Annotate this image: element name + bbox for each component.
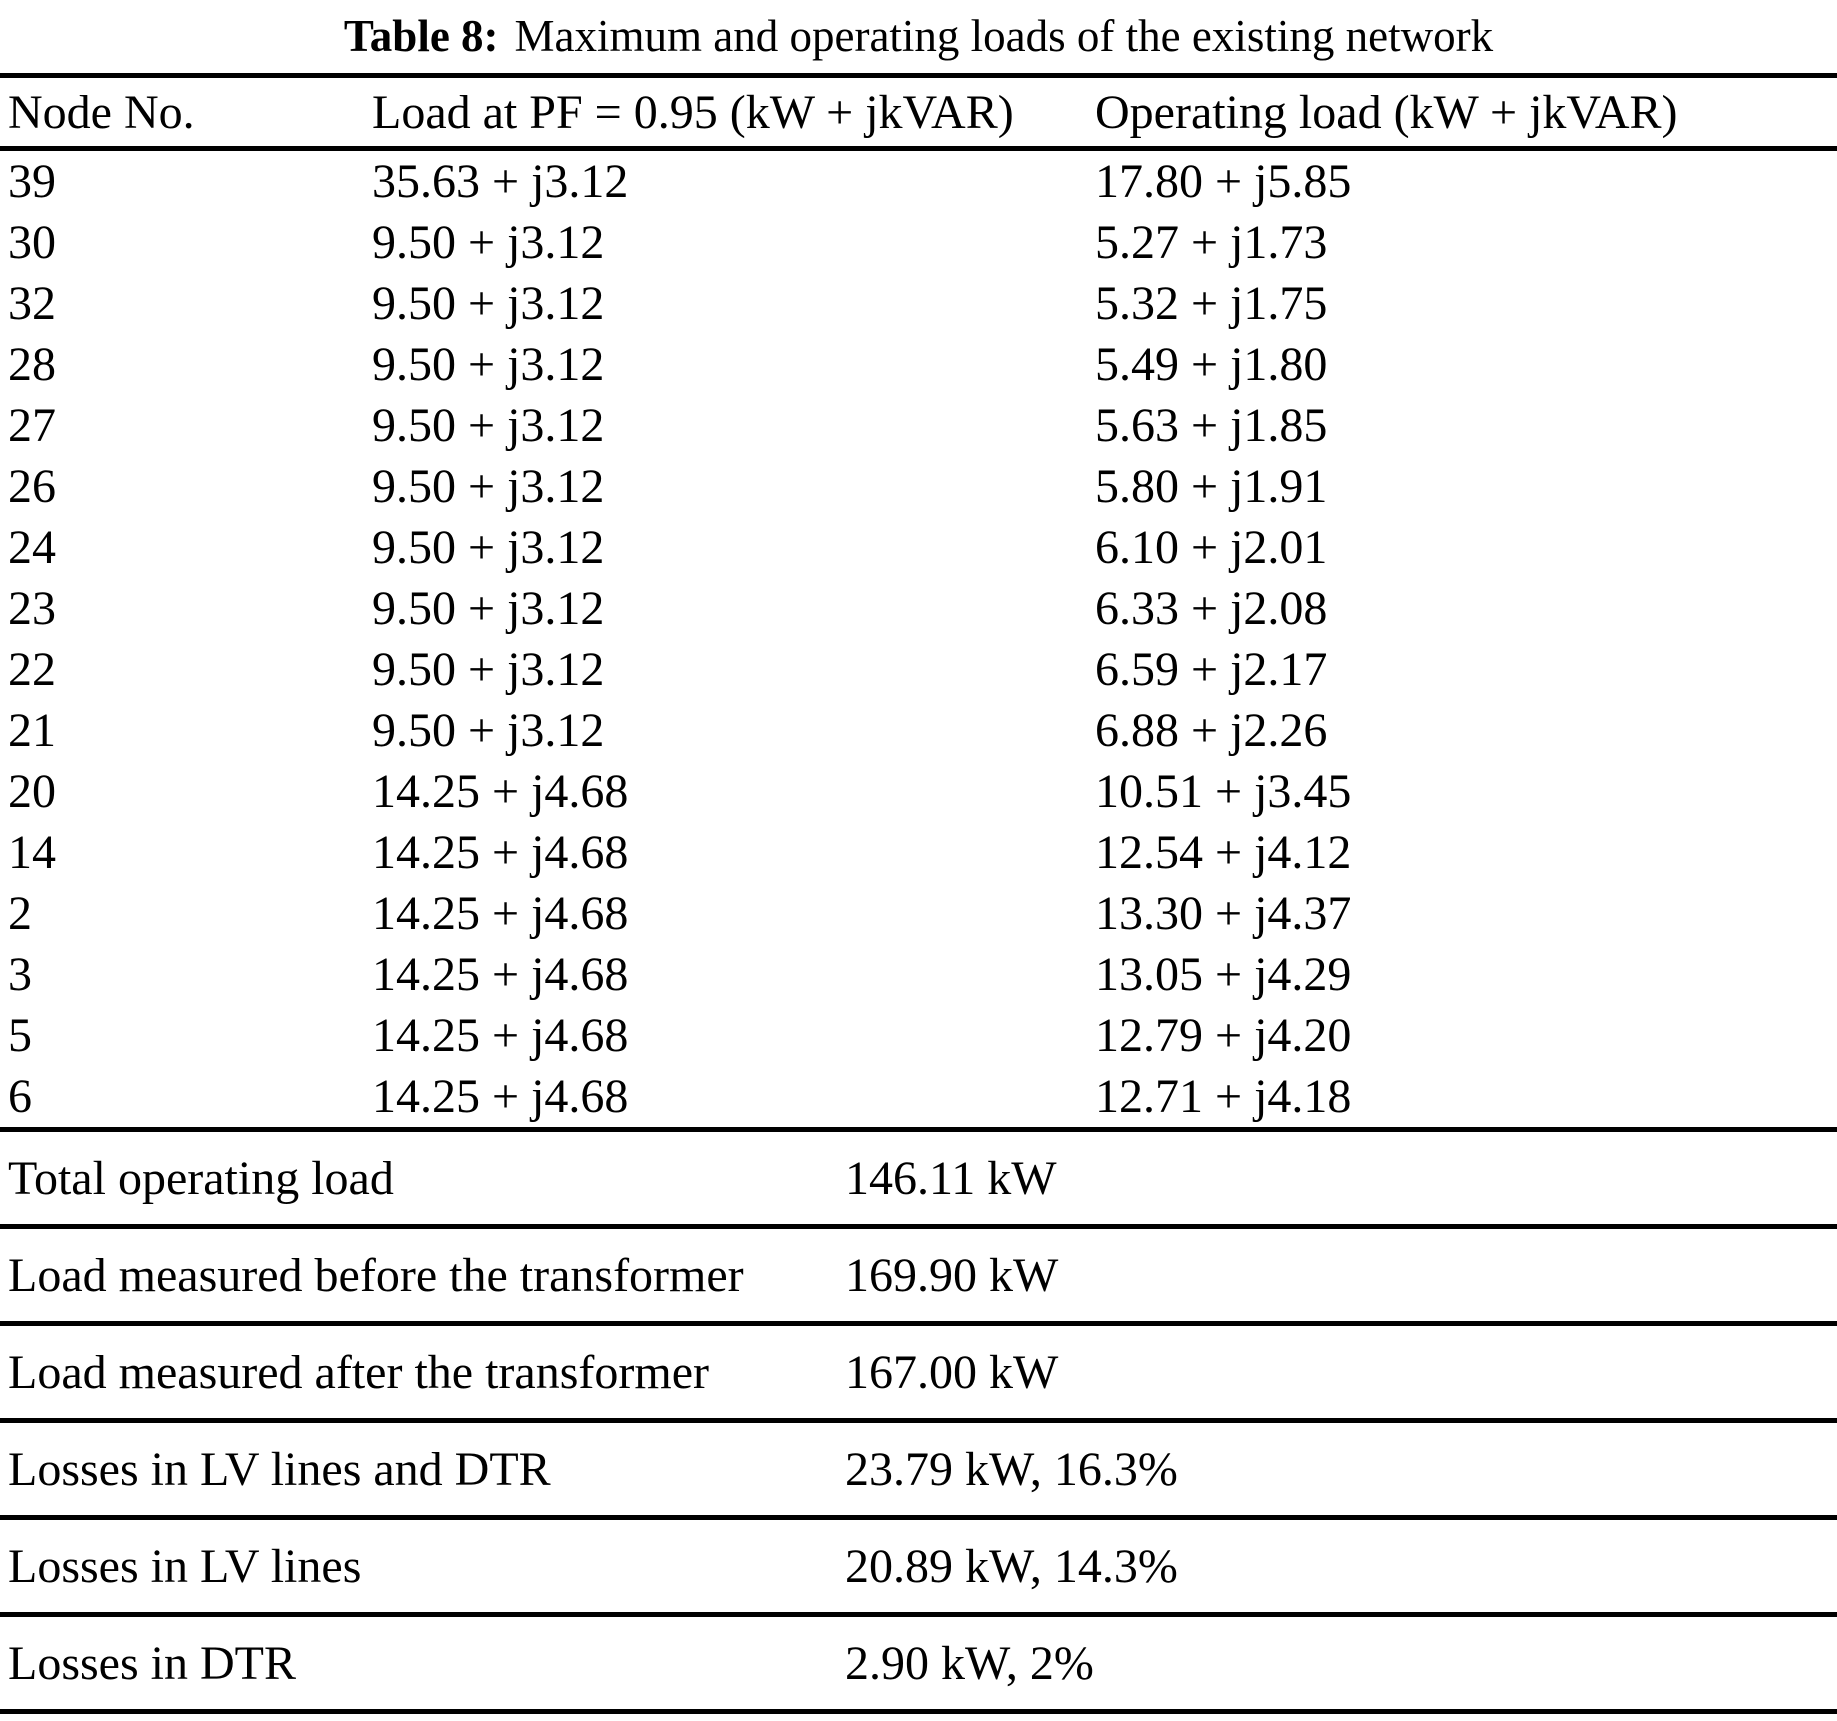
node-cell: 23 — [8, 582, 56, 635]
summary-label: Total operating load — [8, 1151, 394, 1205]
operating-load-cell: 6.33 + j2.08 — [1095, 582, 1328, 635]
table-row: 28 9.50 + j3.12 5.49 + j1.80 — [0, 334, 1837, 395]
table-row: 20 14.25 + j4.68 10.51 + j3.45 — [0, 761, 1837, 822]
node-cell: 21 — [8, 704, 56, 757]
table-row: 24 9.50 + j3.12 6.10 + j2.01 — [0, 517, 1837, 578]
operating-load-cell: 6.59 + j2.17 — [1095, 643, 1328, 696]
load-pf-cell: 14.25 + j4.68 — [372, 1070, 629, 1123]
summary-value: 167.00 kW — [845, 1345, 1059, 1399]
summary-label: Losses in DTR — [8, 1636, 296, 1690]
load-pf-cell: 14.25 + j4.68 — [372, 765, 629, 818]
table-row: 23 9.50 + j3.12 6.33 + j2.08 — [0, 578, 1837, 639]
table-caption: Table 8: Maximum and operating loads of t… — [0, 0, 1837, 73]
load-pf-cell: 14.25 + j4.68 — [372, 826, 629, 879]
node-cell: 39 — [8, 155, 56, 208]
summary-row: Load measured after the transformer 167.… — [0, 1326, 1837, 1418]
summary-row: Total operating load 146.11 kW — [0, 1132, 1837, 1224]
node-cell: 5 — [8, 1009, 32, 1062]
table-row: 2 14.25 + j4.68 13.30 + j4.37 — [0, 883, 1837, 944]
operating-load-cell: 10.51 + j3.45 — [1095, 765, 1352, 818]
node-cell: 26 — [8, 460, 56, 513]
header-operating-load: Operating load (kW + jkVAR) — [1095, 85, 1678, 139]
table-row: 27 9.50 + j3.12 5.63 + j1.85 — [0, 395, 1837, 456]
operating-load-cell: 5.63 + j1.85 — [1095, 399, 1328, 452]
load-pf-cell: 9.50 + j3.12 — [372, 216, 605, 269]
summary-divider — [0, 1612, 1837, 1617]
summary-divider — [0, 1515, 1837, 1520]
load-pf-cell: 35.63 + j3.12 — [372, 155, 629, 208]
operating-load-cell: 12.79 + j4.20 — [1095, 1009, 1352, 1062]
table-row: 21 9.50 + j3.12 6.88 + j2.26 — [0, 700, 1837, 761]
summary-row: Losses in LV lines 20.89 kW, 14.3% — [0, 1520, 1837, 1612]
table-row: 5 14.25 + j4.68 12.79 + j4.20 — [0, 1005, 1837, 1066]
node-cell: 28 — [8, 338, 56, 391]
operating-load-cell: 5.80 + j1.91 — [1095, 460, 1328, 513]
operating-load-cell: 12.71 + j4.18 — [1095, 1070, 1352, 1123]
summary-divider — [0, 1418, 1837, 1423]
header-rule — [0, 146, 1837, 151]
node-cell: 24 — [8, 521, 56, 574]
load-pf-cell: 9.50 + j3.12 — [372, 643, 605, 696]
table-row: 32 9.50 + j3.12 5.32 + j1.75 — [0, 273, 1837, 334]
table-row: 22 9.50 + j3.12 6.59 + j2.17 — [0, 639, 1837, 700]
operating-load-cell: 5.32 + j1.75 — [1095, 277, 1328, 330]
table-header-row: Node No. Load at PF = 0.95 (kW + jkVAR) … — [0, 78, 1837, 146]
load-pf-cell: 9.50 + j3.12 — [372, 582, 605, 635]
summary-value: 20.89 kW, 14.3% — [845, 1539, 1178, 1593]
node-cell: 6 — [8, 1070, 32, 1123]
load-pf-cell: 14.25 + j4.68 — [372, 1009, 629, 1062]
summary-label: Losses in LV lines — [8, 1539, 362, 1593]
summary-row: Load measured before the transformer 169… — [0, 1229, 1837, 1321]
load-pf-cell: 9.50 + j3.12 — [372, 460, 605, 513]
summary-divider — [0, 1224, 1837, 1229]
table-row: 3 14.25 + j4.68 13.05 + j4.29 — [0, 944, 1837, 1005]
summary-label: Load measured before the transformer — [8, 1248, 744, 1302]
summary-divider — [0, 1321, 1837, 1326]
operating-load-cell: 6.88 + j2.26 — [1095, 704, 1328, 757]
node-cell: 32 — [8, 277, 56, 330]
body-bottom-rule — [0, 1127, 1837, 1132]
table-row: 6 14.25 + j4.68 12.71 + j4.18 — [0, 1066, 1837, 1127]
load-pf-cell: 9.50 + j3.12 — [372, 704, 605, 757]
operating-load-cell: 17.80 + j5.85 — [1095, 155, 1352, 208]
node-cell: 2 — [8, 887, 32, 940]
top-rule — [0, 73, 1837, 78]
node-cell: 27 — [8, 399, 56, 452]
operating-load-cell: 5.49 + j1.80 — [1095, 338, 1328, 391]
node-cell: 14 — [8, 826, 56, 879]
bottom-rule — [0, 1709, 1837, 1714]
load-pf-cell: 9.50 + j3.12 — [372, 338, 605, 391]
summary-row: Losses in DTR 2.90 kW, 2% — [0, 1617, 1837, 1709]
load-pf-cell: 9.50 + j3.12 — [372, 399, 605, 452]
summary-row: Losses in LV lines and DTR 23.79 kW, 16.… — [0, 1423, 1837, 1515]
node-cell: 3 — [8, 948, 32, 1001]
load-pf-cell: 14.25 + j4.68 — [372, 887, 629, 940]
load-pf-cell: 9.50 + j3.12 — [372, 277, 605, 330]
table-caption-text: Maximum and operating loads of the exist… — [514, 11, 1494, 61]
operating-load-cell: 13.05 + j4.29 — [1095, 948, 1352, 1001]
operating-load-cell: 5.27 + j1.73 — [1095, 216, 1328, 269]
node-cell: 30 — [8, 216, 56, 269]
summary-label: Losses in LV lines and DTR — [8, 1442, 551, 1496]
table-row: 39 35.63 + j3.12 17.80 + j5.85 — [0, 151, 1837, 212]
summary-value: 169.90 kW — [845, 1248, 1059, 1302]
operating-load-cell: 13.30 + j4.37 — [1095, 887, 1352, 940]
load-pf-cell: 14.25 + j4.68 — [372, 948, 629, 1001]
summary-value: 2.90 kW, 2% — [845, 1636, 1094, 1690]
load-pf-cell: 9.50 + j3.12 — [372, 521, 605, 574]
header-load-pf: Load at PF = 0.95 (kW + jkVAR) — [372, 85, 1014, 139]
node-cell: 22 — [8, 643, 56, 696]
summary-value: 23.79 kW, 16.3% — [845, 1442, 1178, 1496]
summary-label: Load measured after the transformer — [8, 1345, 709, 1399]
table-row: 14 14.25 + j4.68 12.54 + j4.12 — [0, 822, 1837, 883]
node-cell: 20 — [8, 765, 56, 818]
operating-load-cell: 12.54 + j4.12 — [1095, 826, 1352, 879]
table-row: 26 9.50 + j3.12 5.80 + j1.91 — [0, 456, 1837, 517]
table-caption-label: Table 8: — [343, 11, 499, 61]
summary-value: 146.11 kW — [845, 1151, 1057, 1205]
header-node: Node No. — [8, 85, 195, 139]
table-row: 30 9.50 + j3.12 5.27 + j1.73 — [0, 212, 1837, 273]
operating-load-cell: 6.10 + j2.01 — [1095, 521, 1328, 574]
